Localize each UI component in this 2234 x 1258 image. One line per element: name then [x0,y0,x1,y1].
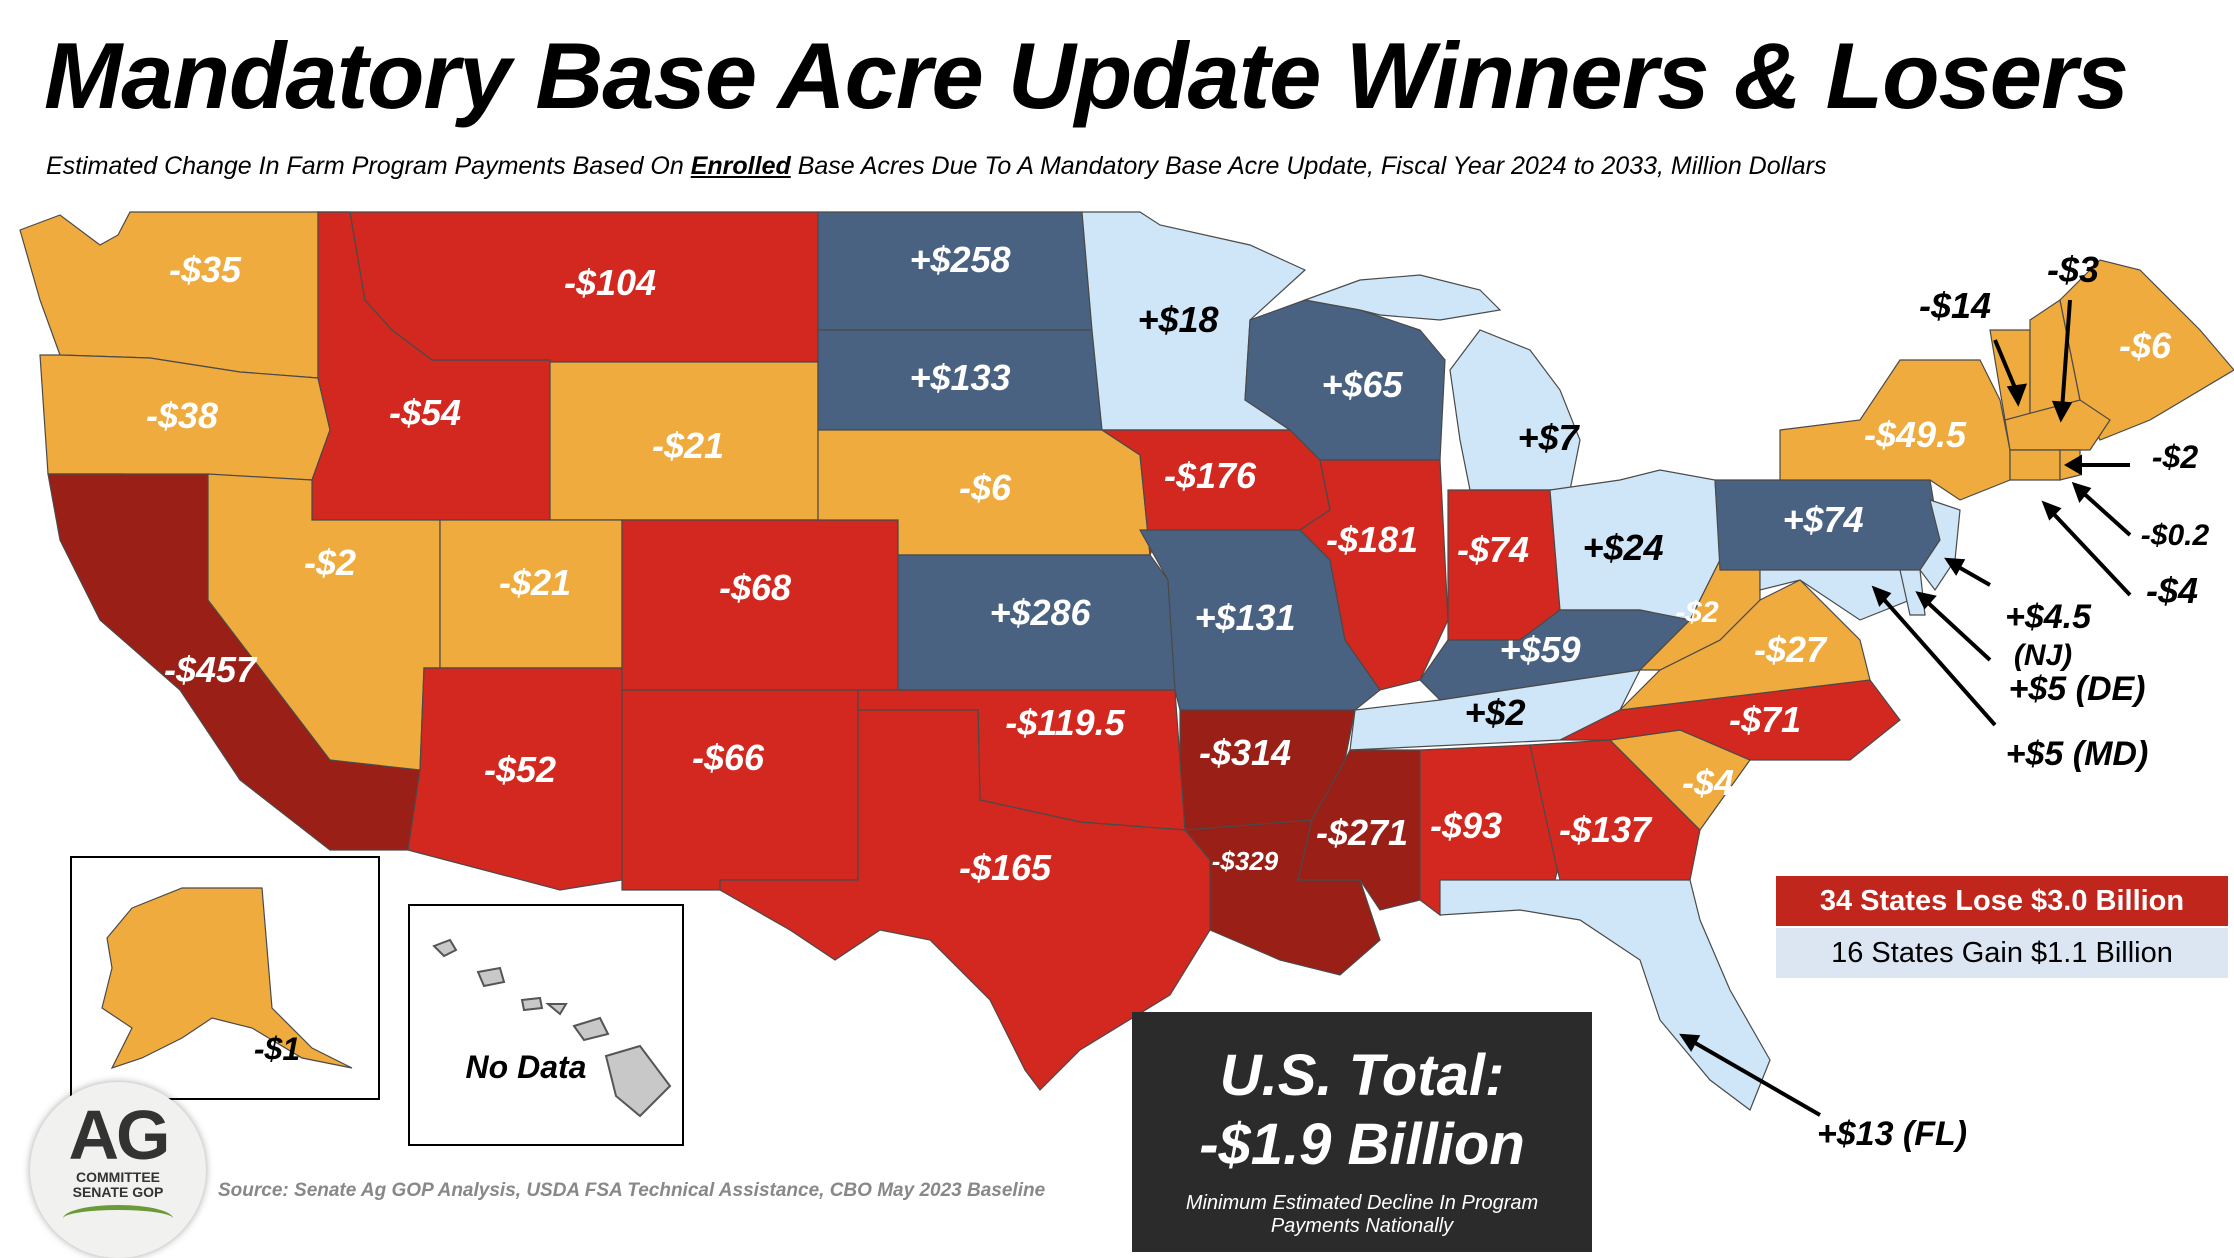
logo-line1: COMMITTEE [76,1169,160,1185]
label-ky: +$59 [1499,629,1580,670]
label-ne: -$6 [959,467,1012,508]
label-mo: +$131 [1194,597,1295,638]
label-nv: -$2 [304,542,356,583]
source-note: Source: Senate Ag GOP Analysis, USDA FSA… [218,1180,1046,1201]
total-value: -$1.9 Billion [1199,1112,1525,1177]
label-ma: -$2 [2152,439,2198,475]
label-ms: -$271 [1316,812,1408,853]
logo-wave-icon [63,1204,173,1232]
state-de[interactable] [1899,569,1926,616]
logo-line2: SENATE GOP [72,1184,164,1201]
label-nj-line2: (NJ) [2014,639,2072,672]
label-ri: -$0.2 [2141,519,2210,552]
state-wa[interactable] [19,211,319,379]
label-pa: +$74 [1782,499,1863,540]
label-fl: +$13 (FL) [1817,1115,1967,1153]
label-vt: -$14 [1919,285,1991,326]
label-id: -$54 [389,392,461,433]
label-ak: -$1 [254,1031,300,1067]
label-ny: -$49.5 [1864,414,1967,455]
label-nj-line1: +$4.5 [2005,598,2092,636]
total-label: U.S. Total: [1219,1043,1505,1108]
state-ct[interactable] [2009,449,2061,481]
label-ct: -$4 [2146,570,2198,611]
state-mi[interactable] [1449,329,1581,491]
label-nh: -$3 [2047,249,2099,290]
label-nd: +$258 [909,239,1010,280]
label-hi: No Data [466,1049,587,1085]
us-total-box: U.S. Total: -$1.9 Billion Minimum Estima… [1132,1012,1592,1252]
label-il: -$181 [1326,519,1418,560]
label-ut: -$21 [499,562,571,603]
label-or: -$38 [146,395,218,436]
legend-gainers: 16 States Gain $1.1 Billion [1776,928,2228,978]
label-in: -$74 [1457,529,1529,570]
label-az: -$52 [484,749,556,790]
label-ga: -$137 [1559,809,1653,850]
label-ca: -$457 [164,649,258,690]
state-tx[interactable] [719,709,1211,1091]
page-subtitle: Estimated Change In Farm Program Payment… [46,152,1827,180]
alaska-shape[interactable]: -$1 [72,858,378,1098]
state-fl[interactable] [1439,879,1771,1111]
label-la: -$329 [1212,846,1279,876]
label-de: +$5 (DE) [2009,670,2146,708]
label-ks: +$286 [989,592,1091,633]
label-tn: +$2 [1464,692,1525,733]
state-az[interactable] [407,667,623,891]
label-co: -$68 [719,567,791,608]
state-ms[interactable] [1297,749,1421,911]
label-me: -$6 [2119,325,2172,366]
label-wa: -$35 [169,249,242,290]
alaska-inset: -$1 [70,856,380,1100]
state-nm[interactable] [621,689,859,891]
callout-arrows [1679,299,2132,1117]
label-ia: -$176 [1164,455,1257,496]
label-nc: -$71 [1729,699,1801,740]
label-mn: +$18 [1137,299,1218,340]
legend-losers: 34 States Lose $3.0 Billion [1776,876,2228,926]
state-nj[interactable] [1919,499,1961,592]
logo-ag: AG [68,1096,171,1174]
label-wi: +$65 [1321,364,1403,405]
label-oh: +$24 [1582,527,1663,568]
label-wy: -$21 [652,425,724,466]
page-title: Mandatory Base Acre Update Winners & Los… [44,23,2129,128]
label-md: +$5 (MD) [2006,735,2149,773]
state-labels: -$35 -$38 -$457 -$54 -$2 -$104 -$21 -$21… [146,239,2210,1153]
label-ok: -$119.5 [1005,702,1125,743]
state-mi-up[interactable] [1302,274,1502,321]
hawaii-shape[interactable]: No Data [410,906,682,1144]
label-sc: -$4 [1682,762,1734,803]
label-mi: +$7 [1517,417,1580,458]
ag-committee-logo: AG COMMITTEE SENATE GOP [30,1082,206,1258]
total-note: Minimum Estimated Decline In Program Pay… [1185,1192,1539,1237]
label-wv: -$2 [1675,596,1719,629]
state-il[interactable] [1299,459,1449,691]
label-va: -$27 [1754,629,1828,670]
label-tx: -$165 [959,847,1052,888]
label-nm: -$66 [692,737,765,778]
label-ar: -$314 [1199,732,1291,773]
label-sd: +$133 [909,357,1010,398]
label-mt: -$104 [564,262,656,303]
label-al: -$93 [1430,805,1502,846]
subtitle-emphasis: Enrolled [690,152,791,180]
hawaii-inset: No Data [408,904,684,1146]
